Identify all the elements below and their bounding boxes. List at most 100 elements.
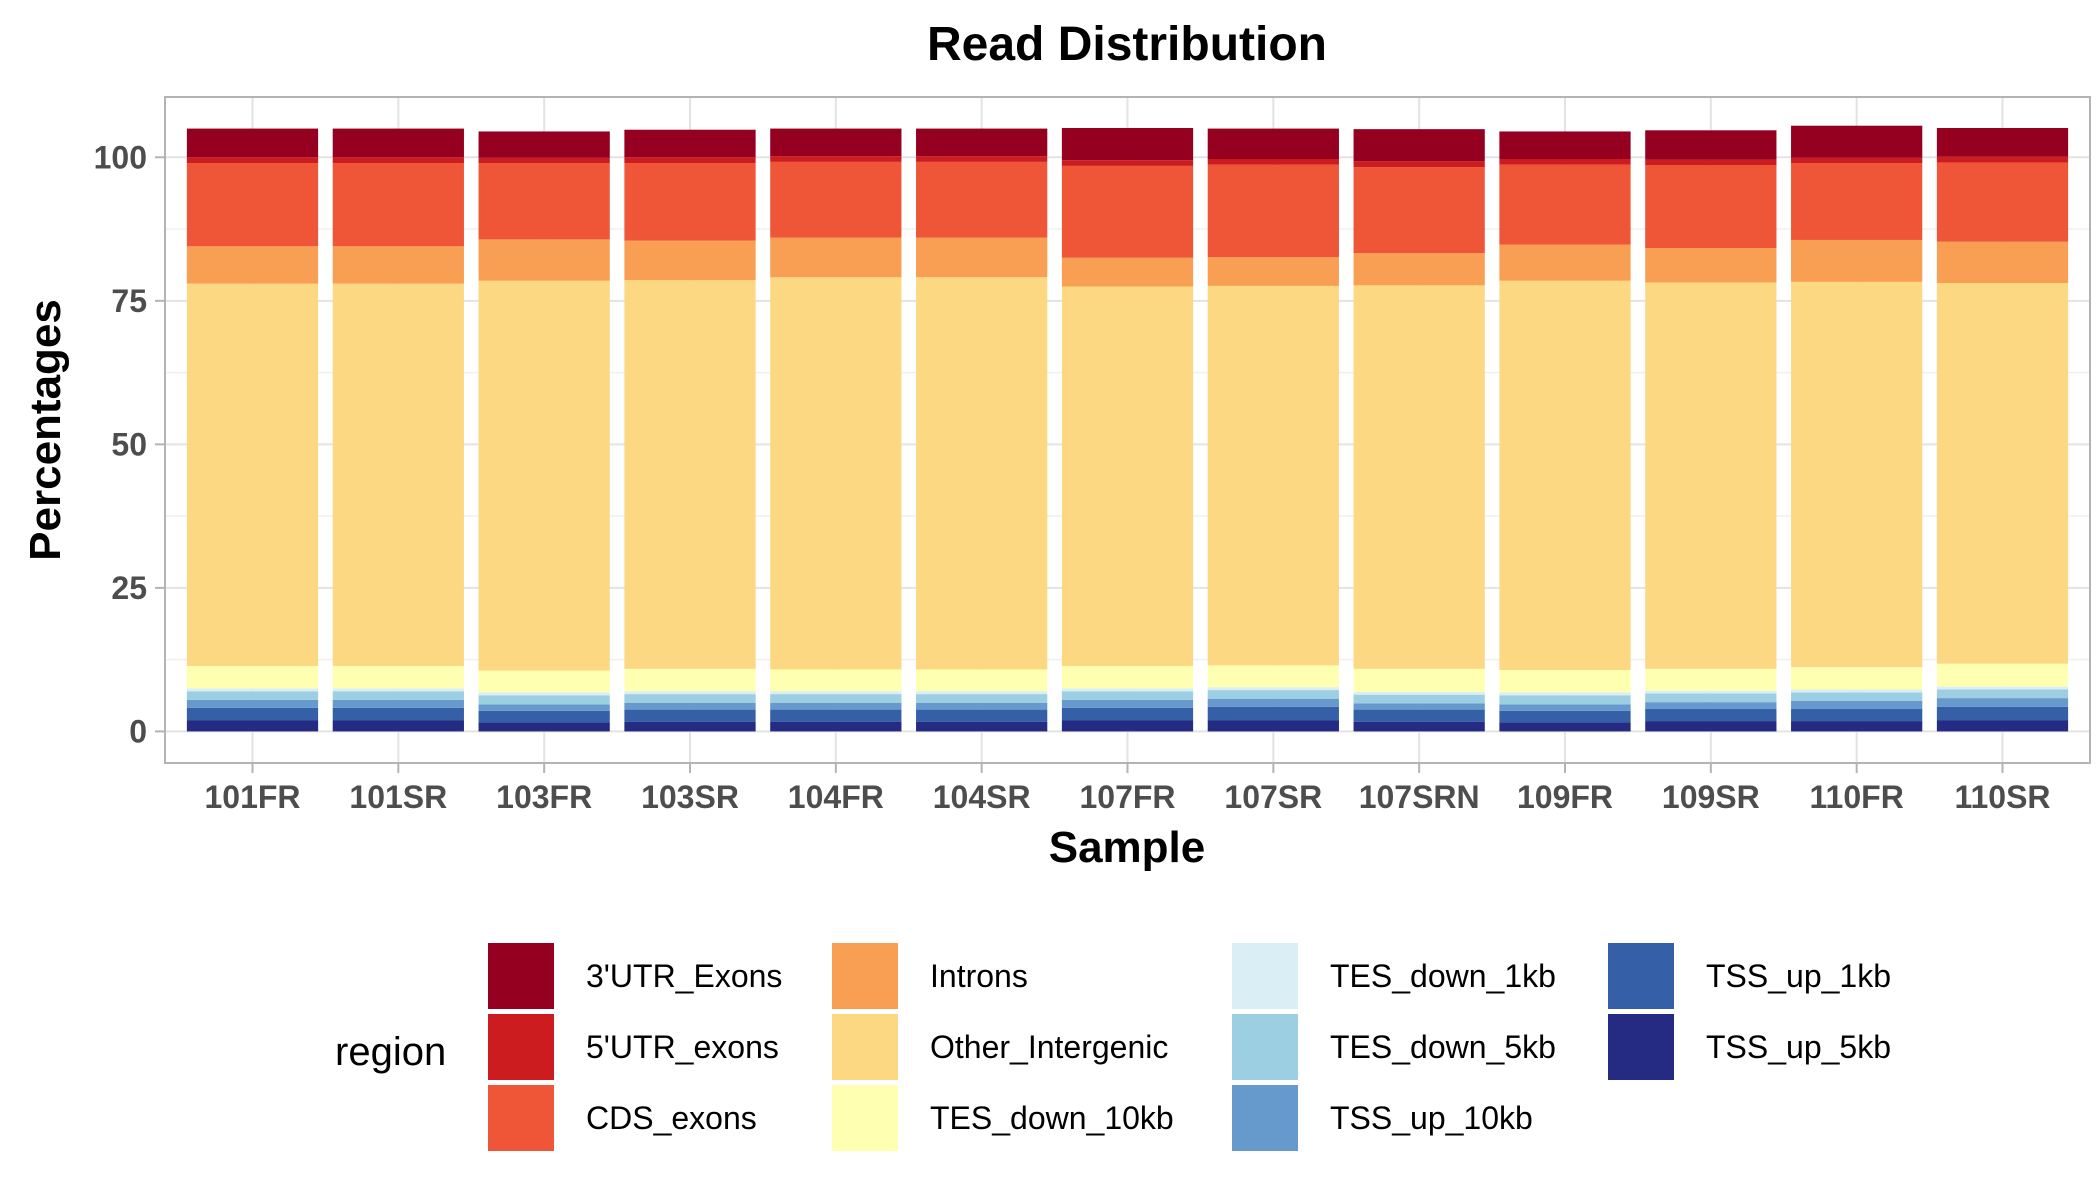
bar-stack-104FR — [770, 128, 902, 732]
bar-segment-3-utr-exons — [332, 128, 464, 158]
bar-segment-tss-up-1kb — [1791, 709, 1923, 722]
bar-segment-introns — [332, 246, 464, 284]
bar-segment-tes-down-1kb — [770, 691, 902, 695]
bar-segment-tss-up-10kb — [1207, 698, 1339, 707]
bar-segment-tss-up-1kb — [1353, 709, 1485, 722]
bar-segment-other-intergenic — [1207, 285, 1339, 666]
bar-segment-5-utr-exons — [1061, 160, 1194, 166]
legend-label: 3'UTR_Exons — [586, 958, 782, 994]
bar-segment-tss-up-5kb — [186, 720, 319, 732]
x-tick-label: 103FR — [496, 779, 592, 815]
bar-segment-tss-up-1kb — [916, 709, 1048, 722]
bar-segment-other-intergenic — [1499, 280, 1631, 670]
bar-segment-tes-down-1kb — [1936, 686, 2069, 690]
bar-segment-tss-up-5kb — [478, 722, 610, 732]
bar-segment-tss-up-10kb — [186, 699, 319, 708]
legend-item: TSS_up_1kb — [1608, 943, 1891, 1009]
legend-label: TSS_up_1kb — [1706, 958, 1891, 994]
bar-segment-tss-up-5kb — [1207, 720, 1339, 732]
legend-label: TSS_up_10kb — [1330, 1100, 1533, 1136]
bar-segment-tss-up-5kb — [1061, 720, 1194, 732]
legend-item: CDS_exons — [488, 1085, 757, 1151]
x-tick-label: 107FR — [1079, 779, 1175, 815]
legend-item: TSS_up_10kb — [1232, 1085, 1533, 1151]
bar-segment-5-utr-exons — [1936, 156, 2069, 163]
y-tick-label: 0 — [129, 713, 147, 749]
legend-title: region — [335, 1030, 446, 1074]
legend-item: TES_down_5kb — [1232, 1014, 1556, 1080]
bar-segment-tss-up-10kb — [332, 699, 464, 708]
bar-stack-107FR — [1061, 128, 1194, 732]
x-axis-title: Sample — [1049, 823, 1206, 872]
x-tick-label: 104SR — [933, 779, 1031, 815]
bar-stack-101FR — [186, 128, 319, 732]
bar-segment-tes-down-1kb — [1645, 690, 1777, 694]
bar-segment-5-utr-exons — [1791, 157, 1923, 164]
bar-segment-other-intergenic — [1645, 282, 1777, 669]
bar-segment-other-intergenic — [186, 283, 319, 666]
y-tick-label: 75 — [111, 283, 147, 319]
bar-segment-tes-down-10kb — [770, 669, 902, 692]
legend-item: TSS_up_5kb — [1608, 1014, 1891, 1080]
bar-segment-other-intergenic — [770, 277, 902, 670]
bar-segment-3-utr-exons — [186, 128, 319, 158]
bar-segment-introns — [1353, 253, 1485, 286]
legend: region 3'UTR_Exons 5'UTR_exons CDS_exons In… — [335, 943, 1891, 1151]
bar-segment-other-intergenic — [1791, 281, 1923, 668]
bar-segment-tes-down-10kb — [1207, 665, 1339, 688]
bar-segment-tes-down-1kb — [1061, 688, 1194, 692]
bar-segment-cds-exons — [1353, 167, 1485, 254]
legend-item: TES_down_10kb — [832, 1085, 1174, 1151]
bar-segment-tes-down-5kb — [1207, 690, 1339, 699]
bar-segment-introns — [624, 240, 756, 281]
bar-stack-109SR — [1645, 130, 1777, 732]
bar-segment-tes-down-10kb — [1061, 665, 1194, 689]
bar-segment-other-intergenic — [478, 280, 610, 671]
bar-segment-cds-exons — [770, 161, 902, 238]
legend-label: Other_Intergenic — [930, 1029, 1168, 1065]
bar-segment-cds-exons — [332, 163, 464, 247]
legend-key — [1608, 1014, 1674, 1080]
bar-segment-3-utr-exons — [478, 131, 610, 158]
bar-segment-tss-up-1kb — [186, 707, 319, 721]
bar-segment-cds-exons — [1499, 164, 1631, 245]
bar-segment-tes-down-10kb — [624, 668, 756, 692]
bar-segment-other-intergenic — [332, 283, 464, 666]
x-tick-label: 109SR — [1662, 779, 1760, 815]
legend-key — [1232, 1085, 1298, 1151]
bar-segment-introns — [1207, 257, 1339, 286]
bar-segment-tss-up-5kb — [1353, 721, 1485, 732]
bar-segment-tss-up-1kb — [1936, 706, 2069, 721]
bar-segment-3-utr-exons — [1207, 128, 1339, 160]
legend-key — [488, 943, 554, 1009]
x-tick-label: 110SR — [1954, 779, 2050, 815]
bar-segment-3-utr-exons — [624, 129, 756, 158]
legend-item: Introns — [832, 943, 1028, 1009]
bar-segment-tss-up-10kb — [1061, 699, 1194, 708]
bar-segment-3-utr-exons — [1499, 131, 1631, 160]
plot-area: 0 25 50 75 100 101FR 101SR 103FR 103SR 104FR 104SR… — [94, 96, 2091, 815]
bar-segment-tes-down-1kb — [624, 691, 756, 695]
bar-segment-introns — [916, 237, 1048, 278]
bar-segment-introns — [770, 237, 902, 278]
legend-item: 3'UTR_Exons — [488, 943, 782, 1009]
bar-segment-other-intergenic — [1936, 283, 2069, 664]
y-tick-label: 50 — [111, 426, 147, 462]
x-tick-label: 101SR — [349, 779, 447, 815]
bar-segment-tes-down-5kb — [332, 691, 464, 700]
bar-segment-3-utr-exons — [1353, 129, 1485, 162]
bar-segment-tes-down-10kb — [186, 665, 319, 689]
bar-segment-introns — [186, 246, 319, 284]
bar-segment-3-utr-exons — [770, 128, 902, 157]
bar-segment-tes-down-1kb — [1353, 691, 1485, 695]
bar-segment-tes-down-10kb — [1645, 668, 1777, 691]
bar-segment-other-intergenic — [1353, 285, 1485, 669]
bar-segment-cds-exons — [186, 163, 319, 247]
x-tick-label: 109FR — [1517, 779, 1613, 815]
bar-segment-tss-up-5kb — [916, 721, 1048, 732]
bar-segment-tss-up-10kb — [478, 704, 610, 711]
bar-segment-tes-down-1kb — [332, 688, 464, 692]
bar-stack-110FR — [1791, 125, 1923, 732]
bar-segment-tes-down-10kb — [1936, 663, 2069, 687]
bar-segment-tes-down-10kb — [1499, 669, 1631, 693]
